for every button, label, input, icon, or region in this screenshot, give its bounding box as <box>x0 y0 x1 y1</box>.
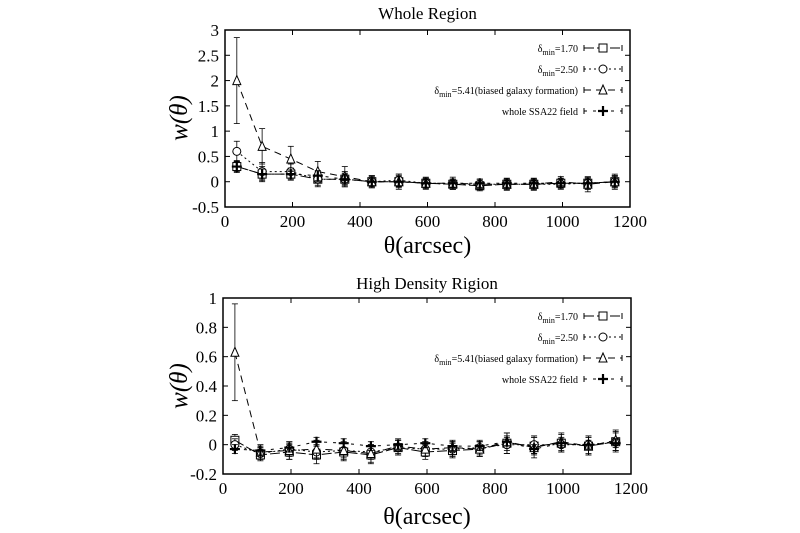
plus-marker <box>447 441 458 452</box>
y-tick-label: -0.2 <box>190 465 217 484</box>
plus-marker <box>229 444 240 455</box>
triangle-marker <box>598 83 608 95</box>
plus-marker <box>284 442 295 453</box>
y-tick-label: -0.5 <box>192 198 219 217</box>
legend-label: δmin=5.41(biased galaxy formation) <box>434 354 578 367</box>
x-tick-label: 600 <box>414 479 440 498</box>
plus-marker <box>598 374 608 384</box>
x-tick-label: 200 <box>278 479 304 498</box>
legend-label: δmin=2.50 <box>538 333 578 346</box>
x-tick-label: 800 <box>482 212 508 231</box>
y-tick-label: 1.5 <box>198 97 219 116</box>
x-axis-label: θ(arcsec) <box>384 233 471 259</box>
x-tick-label: 600 <box>415 212 441 231</box>
legend-label: δmin=1.70 <box>538 44 578 57</box>
plus-marker <box>338 438 349 449</box>
triangle-marker <box>286 152 296 164</box>
triangle-marker <box>420 442 431 454</box>
legend-label: δmin=2.50 <box>538 65 578 78</box>
y-tick-label: 0 <box>211 173 220 192</box>
plus-marker <box>255 445 266 456</box>
chart-panel-2: High Density Rigion 0 200 400 600 800 1000 1200… <box>166 274 648 530</box>
plus-marker <box>311 436 322 447</box>
triangle-marker <box>598 351 608 363</box>
plus-marker <box>610 438 621 449</box>
triangle-marker <box>366 447 376 458</box>
triangle-marker <box>257 140 267 151</box>
legend-label: whole SSA22 field <box>502 107 578 118</box>
plus-marker <box>501 178 512 189</box>
plus-marker <box>474 178 485 189</box>
y-tick-label: 0.4 <box>196 377 218 396</box>
triangle-marker <box>230 346 240 357</box>
plus-marker <box>556 438 567 449</box>
square-marker <box>598 311 608 321</box>
plus-marker <box>447 178 458 189</box>
x-tick-label: 1200 <box>613 212 647 231</box>
series-4 <box>231 161 620 189</box>
plus-marker <box>393 439 404 450</box>
series-line <box>234 441 616 455</box>
x-tick-label: 800 <box>482 479 508 498</box>
legend-label: whole SSA22 field <box>502 375 578 386</box>
plus-marker <box>420 178 431 189</box>
plus-marker <box>598 106 608 116</box>
plus-marker <box>501 436 512 447</box>
y-tick-label: 2 <box>211 72 220 91</box>
x-tick-label: 1200 <box>614 479 648 498</box>
legend-label: δmin=1.70 <box>538 312 578 325</box>
legend-label: δmin=5.41(biased galaxy formation) <box>434 86 578 99</box>
x-tick-label: 0 <box>219 479 228 498</box>
x-tick-label: 400 <box>347 212 373 231</box>
plus-marker <box>582 178 593 189</box>
plus-marker <box>257 169 268 180</box>
series-4 <box>229 436 621 456</box>
x-axis-label: θ(arcsec) <box>383 504 470 530</box>
y-tick-label: 1 <box>211 122 220 141</box>
x-tick-label: 1000 <box>546 212 580 231</box>
plus-marker <box>285 169 296 180</box>
plus-marker <box>339 174 350 185</box>
plus-marker <box>529 444 540 455</box>
square-marker <box>598 43 608 53</box>
plus-marker <box>420 438 431 449</box>
triangle-marker <box>338 444 349 456</box>
chart-title: Whole Region <box>378 4 477 23</box>
plus-marker <box>474 441 485 452</box>
circle-marker <box>598 332 608 342</box>
plus-marker <box>528 178 539 189</box>
plus-marker <box>366 176 377 187</box>
plus-marker <box>393 176 404 187</box>
y-tick-label: 1 <box>209 289 218 308</box>
plus-marker <box>312 170 323 181</box>
y-tick-label: 3 <box>211 21 220 40</box>
x-tick-label: 0 <box>221 212 230 231</box>
x-tick-label: 200 <box>280 212 306 231</box>
y-tick-label: 2.5 <box>198 46 219 65</box>
chart-title: High Density Rigion <box>356 274 498 293</box>
plus-marker <box>231 161 242 172</box>
y-axis-label: w(θ) <box>166 95 193 141</box>
x-tick-label: 1000 <box>546 479 580 498</box>
plus-marker <box>609 176 620 187</box>
legend: δmin=1.70 δmin=2.50 δmin=5.41(biased galax… <box>434 311 623 386</box>
y-tick-label: 0.2 <box>196 406 217 425</box>
plus-marker <box>583 439 594 450</box>
triangle-marker <box>232 74 242 86</box>
y-tick-label: 0.8 <box>196 318 217 337</box>
y-axis-label: w(θ) <box>166 363 193 409</box>
circle-marker <box>232 146 242 156</box>
plus-marker <box>365 441 376 452</box>
y-tick-label: 0.6 <box>196 348 217 367</box>
plus-marker <box>555 178 566 189</box>
y-tick-label: 0 <box>209 436 218 455</box>
triangle-marker <box>311 442 322 454</box>
y-tick-label: 0.5 <box>198 147 219 166</box>
legend: δmin=1.70 δmin=2.50 δmin=5.41(biased galax… <box>434 43 623 118</box>
x-tick-label: 400 <box>346 479 372 498</box>
circle-marker <box>598 64 608 74</box>
